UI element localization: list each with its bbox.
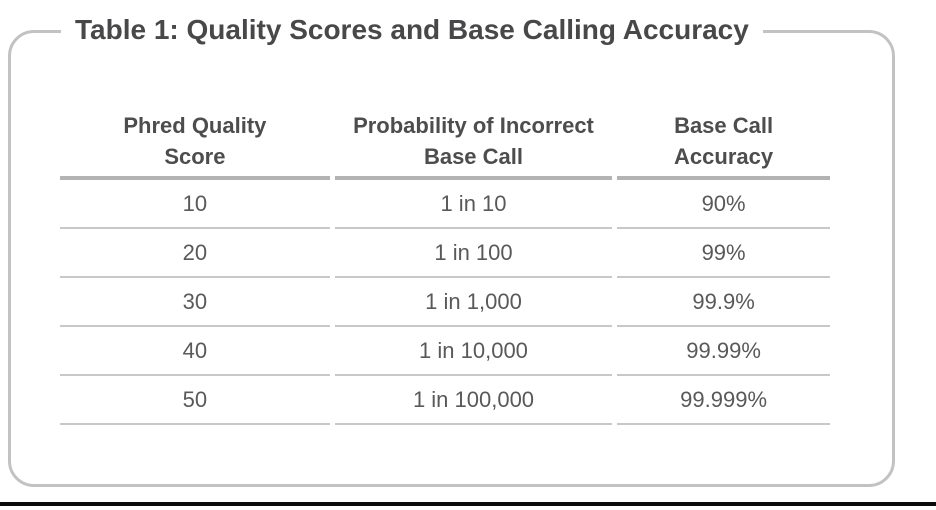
table-header: Phred Quality Score Probability of Incor… [60,110,830,180]
cell-quality-score: 40 [60,327,330,376]
cell-accuracy: 99.9% [617,278,830,327]
table-row: 10 1 in 10 90% [60,180,830,229]
header-row: Phred Quality Score Probability of Incor… [60,110,830,180]
quality-scores-table: Phred Quality Score Probability of Incor… [55,110,835,425]
column-header-label: Base Call Accuracy [674,113,774,169]
cell-accuracy: 99.99% [617,327,830,376]
table-row: 50 1 in 100,000 99.999% [60,376,830,425]
cell-accuracy: 99.999% [617,376,830,425]
cell-quality-score: 10 [60,180,330,229]
column-header-phred-quality-score: Phred Quality Score [60,110,330,180]
cell-error-probability: 1 in 1,000 [334,278,613,327]
table-row: 20 1 in 100 99% [60,229,830,278]
cell-quality-score: 30 [60,278,330,327]
table-title: Table 1: Quality Scores and Base Calling… [61,11,763,49]
table-row: 30 1 in 1,000 99.9% [60,278,830,327]
column-header-label: Probability of Incorrect Base Call [353,113,594,169]
column-header-label: Phred Quality Score [123,113,267,169]
table-row: 40 1 in 10,000 99.99% [60,327,830,376]
cell-quality-score: 50 [60,376,330,425]
cell-error-probability: 1 in 10,000 [334,327,613,376]
column-header-probability-incorrect: Probability of Incorrect Base Call [334,110,613,180]
cell-error-probability: 1 in 100,000 [334,376,613,425]
cell-accuracy: 99% [617,229,830,278]
cell-error-probability: 1 in 10 [334,180,613,229]
cell-accuracy: 90% [617,180,830,229]
cell-error-probability: 1 in 100 [334,229,613,278]
table-body: 10 1 in 10 90% 20 1 in 100 99% 30 1 in 1… [60,180,830,425]
column-header-base-call-accuracy: Base Call Accuracy [617,110,830,180]
cell-quality-score: 20 [60,229,330,278]
bottom-divider [0,502,936,506]
